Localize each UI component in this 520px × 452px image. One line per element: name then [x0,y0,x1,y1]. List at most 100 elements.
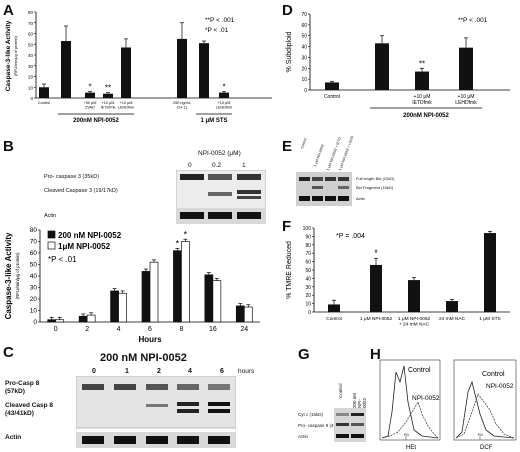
blot-g-image [334,408,366,442]
chart-a-star: * [88,83,91,92]
blot-b-band [237,190,261,194]
chart-b-x-tick-label: 8 [179,326,183,333]
blot-g-band [336,413,349,416]
blot-c-lane-3: 4 [188,368,192,375]
chart-b-bar [141,271,151,323]
panel-label-b: B [3,138,14,155]
chart-d-bar [325,82,339,90]
chart-a-ylabel-sub: (RFU/min/μg of protein) [14,35,18,75]
chart-f-x-tick-label: Control [326,316,341,322]
chart-f-bar [408,280,420,312]
chart-f-y-tick-label: 20 [305,293,311,299]
flow-label-control: Control [482,371,505,378]
blot-b-band [208,212,232,219]
blot-c-band [208,384,230,390]
chart-b-star: * [184,230,188,240]
blot-e-band [299,196,310,201]
chart-b-bar [173,250,182,323]
chart-b-x-tick-label: 6 [148,326,152,333]
blot-g-band [351,413,364,416]
chart-a-group-label: 1 μM STS [200,118,227,124]
chart-d-star: ** [419,59,425,68]
blot-e-band [299,177,310,181]
chart-b-legend-swatch [47,241,56,250]
blot-e-row-1: Bid Fragment (15kD) [356,185,394,190]
flow-histogram-het: Control NPI-0052 R1 HEt [379,359,441,451]
blot-c-band [146,404,168,407]
blot-c-band [177,402,199,406]
chart-b-y-tick-label: 40 [30,273,38,280]
chart-d-y-tick-label: 30 [301,55,307,61]
chart-b-xlabel: Hours [138,335,162,344]
chart-a-group-label: 200nM NPI-0052 [73,118,119,124]
chart-f-y-tick-label: 30 [305,285,311,291]
flow-gate: R1 [404,432,410,437]
chart-a-y-tick-label: 80 [28,10,34,15]
chart-a-y-tick-label: 30 [28,64,34,69]
blot-g-lane-0: Control [338,383,343,398]
chart-b-bar [55,319,65,323]
chart-f-x-tick-label: 24 mM NAC [439,316,466,322]
chart-b-y-tick-label: 50 [30,262,38,269]
chart-b-bar [47,319,57,323]
chart-b-x-tick-label: 16 [209,326,217,333]
blot-b-band [237,212,261,219]
chart-d-y-tick-label: 70 [301,12,307,18]
blot-c-band [82,384,104,390]
chart-d-group-label: 200nM NPI-0052 [403,113,449,119]
blot-g-band [336,423,349,426]
chart-b-bar [204,274,214,323]
chart-b-star: * [176,239,180,249]
blot-g-row-2: Actin [298,434,309,439]
blot-e-band [338,186,349,189]
blot-g-band [351,434,364,438]
blot-c-band [177,409,199,413]
blot-b-row-1: Cleaved Caspase 3 (19/17kD) [44,188,118,194]
chart-d-x-tick-label: +10 μM IETDfmk [412,94,432,106]
chart-b-bar [110,290,119,323]
blot-c: 200 nM NPI-0052 0 1 2 4 6 hours Pro-Casp… [0,352,290,452]
chart-a-bar [61,41,71,98]
blot-c-lane-4: 6 [220,368,224,375]
chart-b-y-tick-label: 70 [30,239,38,246]
blot-c-lane-0: 0 [92,368,96,375]
flow-curve-control [455,380,515,439]
chart-a-y-tick-label: 60 [28,32,34,37]
blot-b-lane-1: 0.2 [212,162,222,169]
chart-d: 0 10 20 30 40 50 60 70 Control ** +10 μM IETDfmk +10… [286,12,510,119]
chart-a-x-tick-label: +10 μM LEHDfmk [216,101,232,110]
blot-g-row-1: Pro- caspase 9 (47kD) [298,423,344,428]
flow-label-npi: NPI-0052 [412,395,440,402]
flow-xlabel-het: HEt [406,445,416,451]
blot-c-unit: hours [238,368,255,375]
blot-c-band [146,436,168,444]
flow-label-control: Control [408,367,431,374]
blot-e-band [325,177,336,181]
blot-b-band [237,196,261,199]
blot-e: Control 1 μM NPI-0052 1 μM NPI-0052 + IE… [296,135,496,216]
chart-f-y-tick-label: 80 [305,243,311,249]
chart-a-y-tick-label: 20 [28,75,34,80]
blot-c-band [146,384,168,390]
chart-d-y-tick-label: 60 [301,23,307,29]
chart-a-legend-note: **P < .001 [205,17,235,24]
blot-b-band [180,174,204,180]
chart-a-bar [103,93,113,98]
blot-g-band [336,434,349,438]
chart-a-x-tick-label: +10 μM IETDfmk [101,101,116,110]
blot-c-lane-2: 2 [157,368,161,375]
chart-f: 0 10 20 30 40 50 60 70 80 90 100 Control * 1 μM NPI-0… [286,226,510,328]
chart-b-bar [181,241,190,323]
chart-b-bar [118,292,127,323]
chart-f-y-tick-label: 50 [305,268,311,274]
chart-d-ylabel: % Subdiploid [286,31,293,72]
chart-a-y-tick-label: 40 [28,53,34,58]
blot-e-band [338,196,349,201]
chart-a-x-tick-label: Control [38,101,50,105]
chart-b-y-tick-label: 20 [30,296,38,303]
blot-e-row-0: Full length Bid (22kD) [356,176,395,181]
chart-a-bar [219,92,229,98]
chart-b-legend-swatch [47,230,56,239]
chart-d-bar [459,47,473,90]
chart-a-star: * [222,83,225,92]
